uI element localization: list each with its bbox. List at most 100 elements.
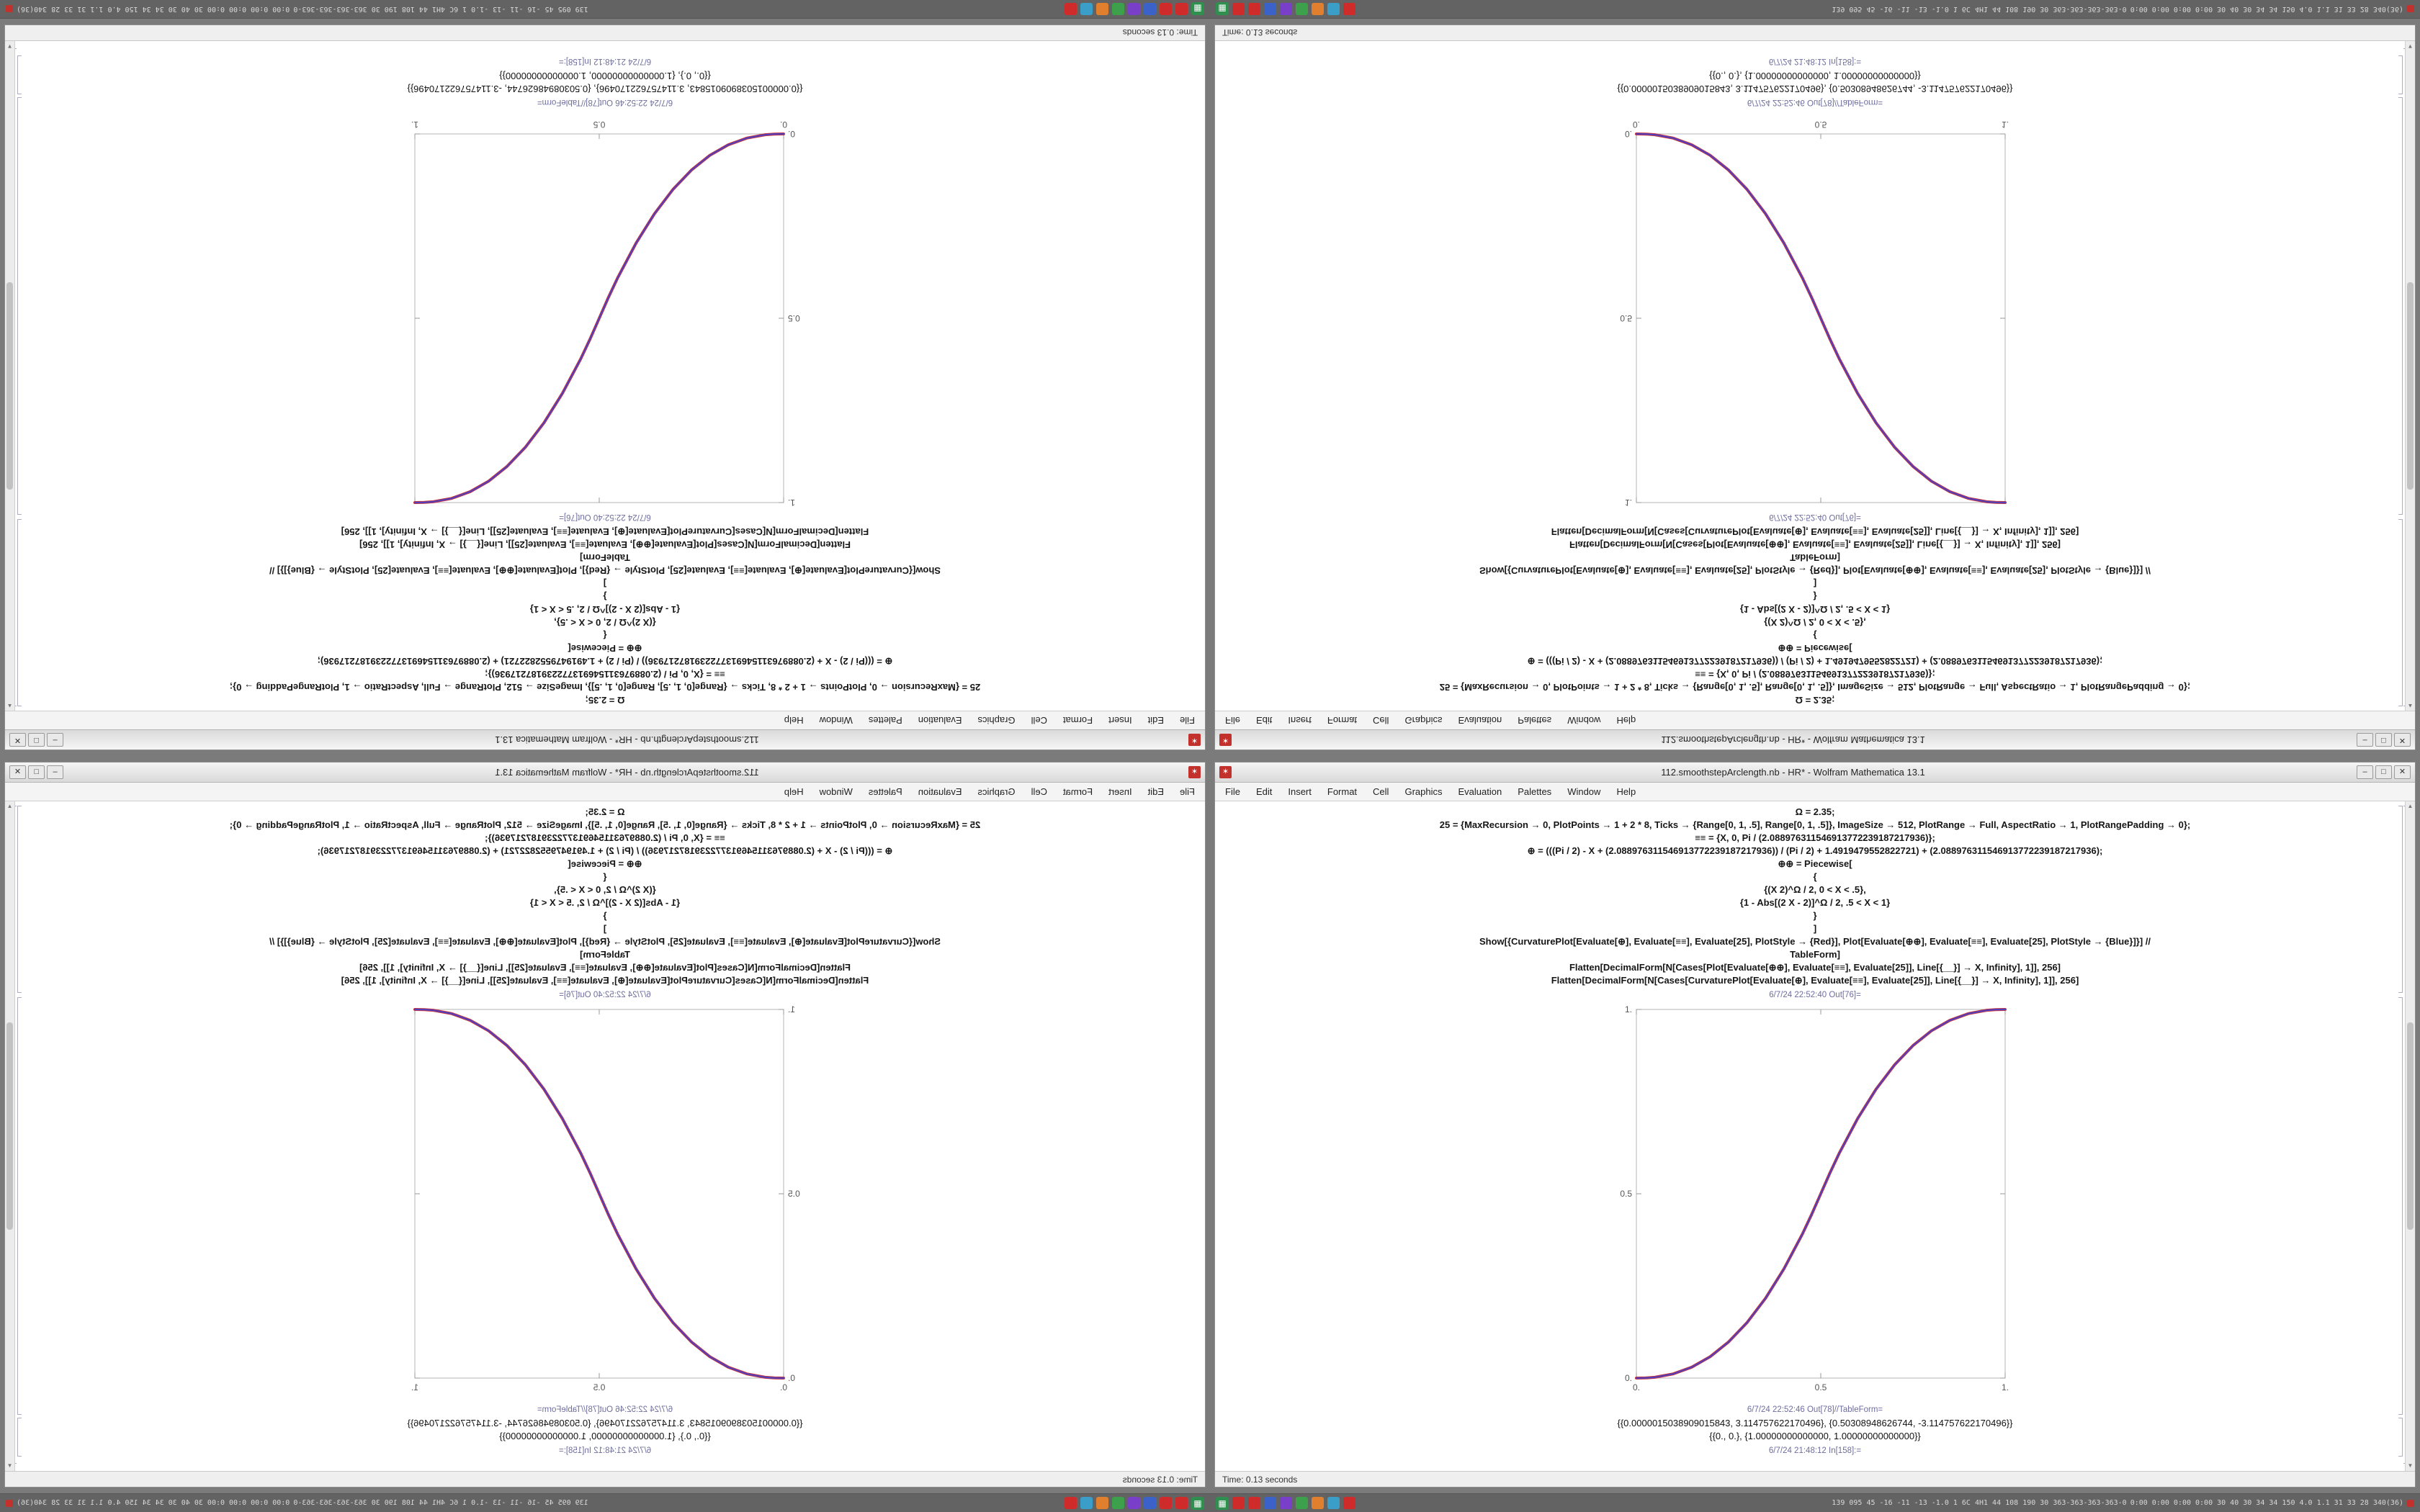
launcher-icon[interactable]: ▦ bbox=[1216, 2, 1229, 16]
scroll-down-icon[interactable]: ▼ bbox=[6, 1462, 13, 1469]
input-cell-line[interactable]: TableForm] bbox=[580, 949, 630, 960]
cell-bracket[interactable] bbox=[2398, 97, 2403, 515]
output-cell-line[interactable]: {{0.0000015038909015843, 3.1147576221704… bbox=[1617, 84, 2013, 94]
input-cell-line[interactable]: Ω = 2.35; bbox=[1795, 806, 1835, 817]
input-cell-line[interactable]: {(X 2)^Ω / 2, 0 < X < .5}, bbox=[554, 617, 656, 628]
input-cell-line[interactable]: } bbox=[1813, 591, 1817, 602]
input-cell-line[interactable]: 25 = {MaxRecursion → 0, PlotPoints → 1 +… bbox=[1439, 819, 2191, 830]
menu-item-edit[interactable]: Edit bbox=[1147, 715, 1165, 726]
input-cell-line[interactable]: ] bbox=[603, 923, 607, 934]
vertical-scrollbar[interactable]: ▲ ▼ bbox=[2405, 801, 2415, 1471]
menu-item-graphics[interactable]: Graphics bbox=[977, 786, 1016, 797]
cell-bracket[interactable] bbox=[2398, 55, 2403, 94]
menu-item-format[interactable]: Format bbox=[1327, 786, 1358, 797]
input-cell-line[interactable]: Flatten[DecimalForm[N[Cases[CurvaturePlo… bbox=[341, 526, 869, 537]
input-cell-line[interactable]: Flatten[DecimalForm[N[Cases[Plot[Evaluat… bbox=[1569, 962, 2061, 973]
tray-icon[interactable] bbox=[6, 1499, 13, 1507]
menu-item-graphics[interactable]: Graphics bbox=[1404, 715, 1443, 726]
menu-item-cell[interactable]: Cell bbox=[1373, 715, 1389, 726]
cell-bracket[interactable] bbox=[17, 55, 22, 94]
input-cell-line[interactable]: Ω = 2.35; bbox=[1795, 695, 1835, 706]
menu-item-evaluation[interactable]: Evaluation bbox=[918, 786, 962, 797]
input-cell-line[interactable]: ≡≡ = {X, 0, Pi / (2.08897631154691377223… bbox=[485, 832, 725, 843]
menu-item-file[interactable]: File bbox=[1180, 786, 1195, 797]
input-cell-line[interactable]: Ω = 2.35; bbox=[585, 806, 625, 817]
window-titlebar[interactable]: ✶ 112.smoothstepArclength.nb - HR* - Wol… bbox=[1215, 762, 2415, 783]
input-cell-line[interactable]: {1 - Abs[(2 X - 2)]^Ω / 2, .5 < X < 1} bbox=[1739, 604, 1891, 615]
close-button[interactable]: ✕ bbox=[2394, 733, 2411, 747]
input-cell-line[interactable]: { bbox=[603, 630, 607, 641]
cell-bracket[interactable] bbox=[17, 997, 22, 1415]
scroll-down-icon[interactable]: ▼ bbox=[2407, 1462, 2414, 1469]
menu-item-palettes[interactable]: Palettes bbox=[868, 715, 902, 726]
input-cell-line[interactable]: {(X 2)^Ω / 2, 0 < X < .5}, bbox=[554, 884, 656, 895]
taskbar-app-icon-6[interactable] bbox=[1312, 3, 1324, 15]
menu-item-insert[interactable]: Insert bbox=[1108, 786, 1132, 797]
input-cell-line[interactable]: } bbox=[603, 591, 607, 602]
taskbar-app-icon-3[interactable] bbox=[1264, 1497, 1276, 1509]
menu-item-format[interactable]: Format bbox=[1062, 715, 1093, 726]
output-cell-line[interactable]: {{0.0000015038909015843, 3.1147576221704… bbox=[407, 84, 803, 94]
input-cell-line[interactable]: Ω = 2.35; bbox=[585, 695, 625, 706]
input-cell-line[interactable]: ] bbox=[1813, 923, 1817, 934]
taskbar-app-icon-3[interactable] bbox=[1264, 3, 1276, 15]
tray-icon[interactable] bbox=[2407, 1499, 2414, 1507]
taskbar-app-icon-8[interactable] bbox=[1343, 3, 1355, 15]
menu-item-evaluation[interactable]: Evaluation bbox=[918, 715, 962, 726]
taskbar-app-icon-6[interactable] bbox=[1312, 1497, 1324, 1509]
input-cell-line[interactable]: ] bbox=[603, 578, 607, 589]
input-cell-line[interactable]: 25 = {MaxRecursion → 0, PlotPoints → 1 +… bbox=[1439, 682, 2191, 693]
taskbar-app-icon-5[interactable] bbox=[1112, 1497, 1124, 1509]
input-cell-line[interactable]: Flatten[DecimalForm[N[Cases[Plot[Evaluat… bbox=[359, 539, 851, 550]
menu-item-cell[interactable]: Cell bbox=[1031, 715, 1047, 726]
menu-item-edit[interactable]: Edit bbox=[1147, 786, 1165, 797]
minimize-button[interactable]: – bbox=[2357, 765, 2373, 779]
taskbar-app-icon-4[interactable] bbox=[1280, 1497, 1292, 1509]
input-cell-line[interactable]: {1 - Abs[(2 X - 2)]^Ω / 2, .5 < X < 1} bbox=[1739, 897, 1891, 908]
window-titlebar[interactable]: ✶ 112.smoothstepArclength.nb - HR* - Wol… bbox=[1215, 729, 2415, 750]
menu-item-edit[interactable]: Edit bbox=[1255, 715, 1273, 726]
menu-item-file[interactable]: File bbox=[1225, 715, 1240, 726]
input-cell-line[interactable]: Flatten[DecimalForm[N[Cases[CurvaturePlo… bbox=[1551, 975, 2079, 986]
menu-item-palettes[interactable]: Palettes bbox=[1518, 715, 1552, 726]
output-cell-line[interactable]: {{0., 0.}, {1.00000000000000, 1.00000000… bbox=[1709, 1431, 1921, 1441]
maximize-button[interactable]: □ bbox=[28, 733, 45, 747]
input-cell-line[interactable]: Flatten[DecimalForm[N[Cases[Plot[Evaluat… bbox=[1569, 539, 2061, 550]
input-cell-line[interactable]: ≡≡ = {X, 0, Pi / (2.08897631154691377223… bbox=[1695, 669, 1935, 680]
input-cell-line[interactable]: ≡≡ = {X, 0, Pi / (2.08897631154691377223… bbox=[1695, 832, 1935, 843]
cell-bracket[interactable] bbox=[17, 97, 22, 515]
menu-item-cell[interactable]: Cell bbox=[1031, 786, 1047, 797]
output-cell-line[interactable]: {{0.0000015038909015843, 3.1147576221704… bbox=[1617, 1418, 2013, 1428]
menu-item-edit[interactable]: Edit bbox=[1255, 786, 1273, 797]
window-titlebar[interactable]: ✶ 112.smoothstepArclength.nb - HR* - Wol… bbox=[5, 762, 1205, 783]
launcher-icon[interactable]: ▦ bbox=[1191, 2, 1204, 16]
close-button[interactable]: ✕ bbox=[9, 765, 26, 779]
menu-item-graphics[interactable]: Graphics bbox=[1404, 786, 1443, 797]
output-cell-line[interactable]: {{0., 0.}, {1.00000000000000, 1.00000000… bbox=[499, 71, 711, 81]
scroll-up-icon[interactable]: ▲ bbox=[2407, 803, 2414, 809]
menu-item-format[interactable]: Format bbox=[1327, 715, 1358, 726]
menu-item-palettes[interactable]: Palettes bbox=[868, 786, 902, 797]
taskbar-app-icon-7[interactable] bbox=[1327, 1497, 1340, 1509]
maximize-button[interactable]: □ bbox=[2375, 733, 2392, 747]
input-cell-line[interactable]: Show[{CurvaturePlot[Evaluate[⊕], Evaluat… bbox=[1479, 565, 2151, 576]
input-cell-line[interactable]: Show[{CurvaturePlot[Evaluate[⊕], Evaluat… bbox=[269, 936, 941, 947]
taskbar-app-icon-8[interactable] bbox=[1065, 1497, 1077, 1509]
menu-item-insert[interactable]: Insert bbox=[1288, 715, 1312, 726]
maximize-button[interactable]: □ bbox=[28, 765, 45, 779]
taskbar-app-icon-1[interactable] bbox=[1175, 3, 1188, 15]
tray-icon[interactable] bbox=[6, 5, 13, 13]
input-cell-line[interactable]: } bbox=[603, 910, 607, 921]
taskbar-app-icon-7[interactable] bbox=[1327, 3, 1340, 15]
menu-item-window[interactable]: Window bbox=[1567, 786, 1601, 797]
taskbar-app-icon-2[interactable] bbox=[1248, 3, 1260, 15]
input-cell-line[interactable]: ⊕ = (((Pi / 2) - X + (2.0889763115469137… bbox=[1527, 845, 2103, 856]
close-button[interactable]: ✕ bbox=[9, 733, 26, 747]
input-cell-line[interactable]: ⊕⊕ = Piecewise[ bbox=[1778, 858, 1852, 869]
input-cell-line[interactable]: TableForm] bbox=[1790, 949, 1840, 960]
input-cell-line[interactable]: ⊕⊕ = Piecewise[ bbox=[1778, 643, 1852, 654]
menu-item-help[interactable]: Help bbox=[784, 786, 804, 797]
input-cell-line[interactable]: {(X 2)^Ω / 2, 0 < X < .5}, bbox=[1764, 884, 1866, 895]
scroll-up-icon[interactable]: ▲ bbox=[6, 703, 13, 709]
menu-item-file[interactable]: File bbox=[1180, 715, 1195, 726]
